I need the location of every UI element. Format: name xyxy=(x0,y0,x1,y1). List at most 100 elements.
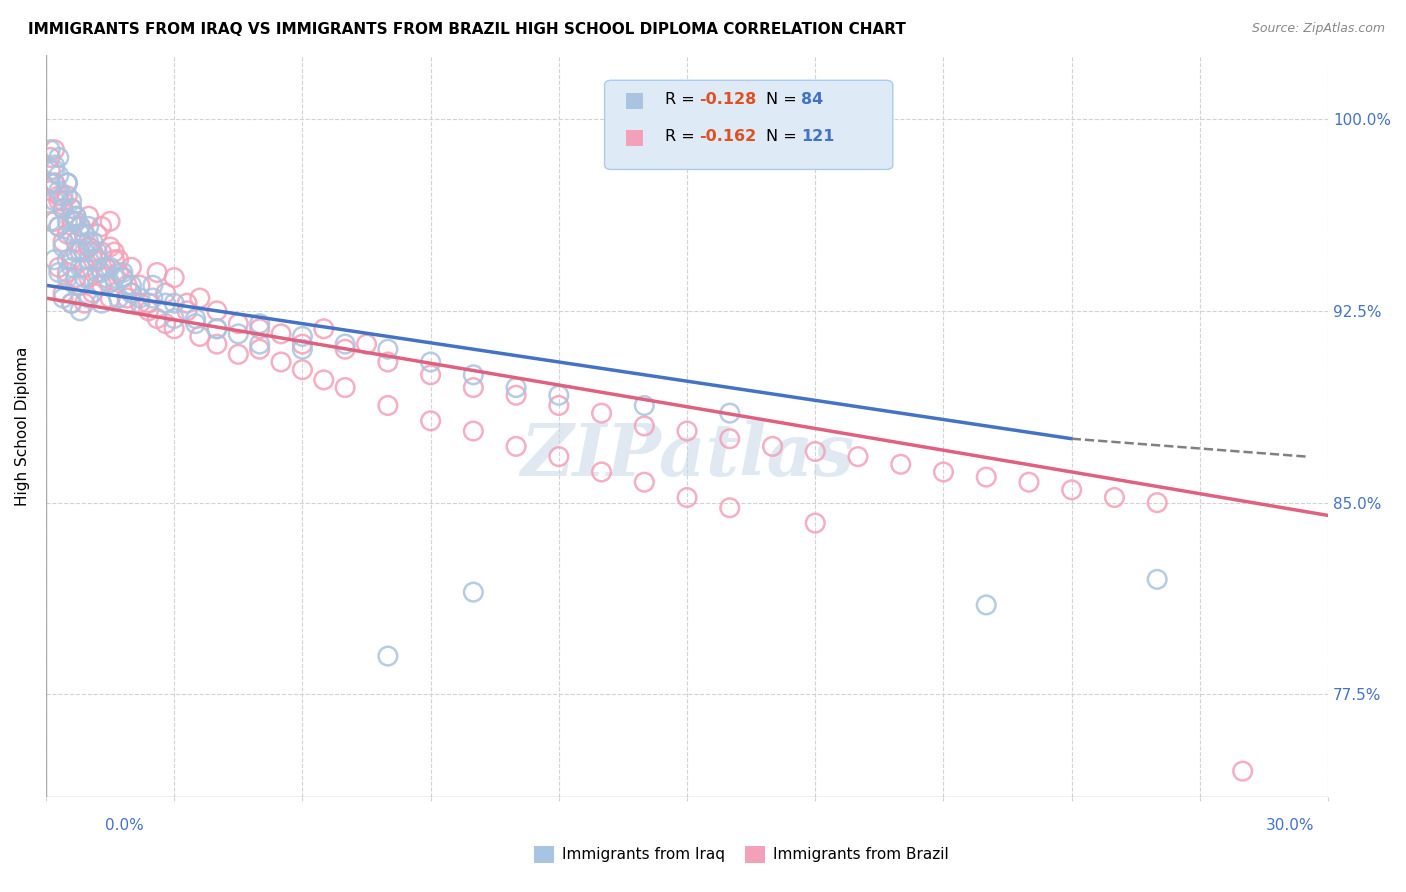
Point xyxy=(226,326,249,341)
Point xyxy=(129,291,152,305)
Point xyxy=(107,252,129,267)
Point xyxy=(226,347,249,361)
Point xyxy=(86,227,108,241)
Point xyxy=(1018,475,1040,490)
Point xyxy=(44,176,66,190)
Point xyxy=(633,418,655,433)
Point xyxy=(1104,491,1126,505)
Point xyxy=(249,337,271,351)
Point xyxy=(205,322,228,336)
Point xyxy=(73,245,96,260)
Point xyxy=(65,214,87,228)
Point xyxy=(48,219,70,234)
Point xyxy=(633,399,655,413)
Point xyxy=(65,214,87,228)
Point xyxy=(111,270,134,285)
Point xyxy=(69,219,91,234)
Point xyxy=(291,337,314,351)
Point xyxy=(718,406,741,420)
Point xyxy=(718,432,741,446)
Point xyxy=(39,176,62,190)
Point xyxy=(676,424,699,438)
Point xyxy=(82,285,104,300)
Point xyxy=(377,355,399,369)
Point xyxy=(52,291,75,305)
Point xyxy=(56,265,79,279)
Point xyxy=(77,235,100,249)
Text: 121: 121 xyxy=(801,129,835,144)
Point xyxy=(86,252,108,267)
Point xyxy=(249,342,271,356)
Point xyxy=(103,270,125,285)
Point xyxy=(163,322,186,336)
Text: IMMIGRANTS FROM IRAQ VS IMMIGRANTS FROM BRAZIL HIGH SCHOOL DIPLOMA CORRELATION C: IMMIGRANTS FROM IRAQ VS IMMIGRANTS FROM … xyxy=(28,22,905,37)
Point xyxy=(974,470,997,484)
Point xyxy=(60,296,83,310)
Point xyxy=(333,337,356,351)
Point xyxy=(60,260,83,275)
Point xyxy=(56,176,79,190)
Point xyxy=(77,240,100,254)
Point xyxy=(65,209,87,223)
Point xyxy=(82,245,104,260)
Point xyxy=(591,406,613,420)
Point xyxy=(463,380,485,394)
Point xyxy=(111,270,134,285)
Point xyxy=(333,342,356,356)
Point xyxy=(205,303,228,318)
Point xyxy=(69,278,91,293)
Point xyxy=(377,342,399,356)
Point xyxy=(48,194,70,208)
Point xyxy=(82,252,104,267)
Point xyxy=(356,337,378,351)
Point xyxy=(69,260,91,275)
Point xyxy=(48,219,70,234)
Point xyxy=(205,322,228,336)
Point xyxy=(312,373,335,387)
Point xyxy=(120,285,142,300)
Point xyxy=(1146,573,1168,587)
Point xyxy=(176,296,198,310)
Point xyxy=(86,252,108,267)
Point xyxy=(52,285,75,300)
Point xyxy=(60,252,83,267)
Point xyxy=(69,219,91,234)
Point xyxy=(69,227,91,241)
Point xyxy=(65,270,87,285)
Point xyxy=(270,355,292,369)
Point xyxy=(163,296,186,310)
Point xyxy=(52,194,75,208)
Point xyxy=(107,291,129,305)
Text: N =: N = xyxy=(766,92,803,106)
Point xyxy=(146,311,169,326)
Point xyxy=(890,458,912,472)
Text: Immigrants from Iraq: Immigrants from Iraq xyxy=(562,847,725,862)
Point xyxy=(932,465,955,479)
Point xyxy=(39,150,62,164)
Point xyxy=(48,169,70,183)
Point xyxy=(98,214,121,228)
Point xyxy=(65,235,87,249)
Point xyxy=(115,296,138,310)
Point xyxy=(52,202,75,216)
Point xyxy=(138,296,160,310)
Point xyxy=(111,265,134,279)
Point xyxy=(48,184,70,198)
Text: R =: R = xyxy=(665,92,700,106)
Point xyxy=(69,303,91,318)
Point xyxy=(377,399,399,413)
Point xyxy=(90,219,112,234)
Point xyxy=(44,158,66,172)
Point xyxy=(77,252,100,267)
Point xyxy=(94,260,117,275)
Point xyxy=(633,475,655,490)
Point xyxy=(56,252,79,267)
Point xyxy=(90,245,112,260)
Point xyxy=(138,303,160,318)
Point xyxy=(56,176,79,190)
Point xyxy=(591,465,613,479)
Point xyxy=(505,380,527,394)
Point xyxy=(115,278,138,293)
Point xyxy=(142,291,165,305)
Point xyxy=(188,329,211,343)
